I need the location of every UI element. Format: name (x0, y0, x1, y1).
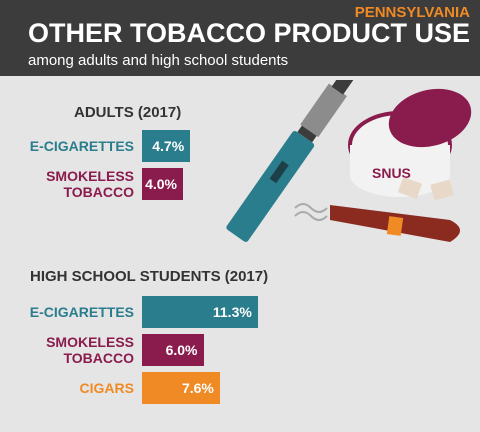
category-label: CIGARS (79, 380, 134, 396)
category-label: E-CIGARETTES (29, 304, 134, 320)
illustration: SNUS (226, 80, 472, 242)
value-label: 11.3% (212, 304, 252, 320)
chart-title: ADULTS (2017) (74, 104, 182, 121)
svg-text:SNUS: SNUS (372, 165, 411, 181)
chart-title: HIGH SCHOOL STUDENTS (2017) (30, 268, 269, 285)
value-label: 6.0% (165, 342, 198, 358)
value-label: 4.7% (152, 138, 185, 154)
bar (142, 296, 258, 328)
value-label: 4.0% (145, 176, 177, 192)
category-label: E-CIGARETTES (29, 138, 134, 154)
page-subtitle: among adults and high school students (28, 52, 289, 69)
value-label: 7.6% (181, 380, 214, 396)
bar (142, 334, 204, 366)
category-label: SMOKELESS TOBACCO (46, 334, 134, 366)
bar (142, 130, 191, 162)
region-label: PENNSYLVANIA (354, 4, 470, 21)
bar (142, 168, 183, 200)
header (0, 0, 480, 76)
bar (142, 372, 220, 404)
category-label: SMOKELESS TOBACCO (46, 168, 134, 200)
page-title: OTHER TOBACCO PRODUCT USE (28, 18, 471, 48)
